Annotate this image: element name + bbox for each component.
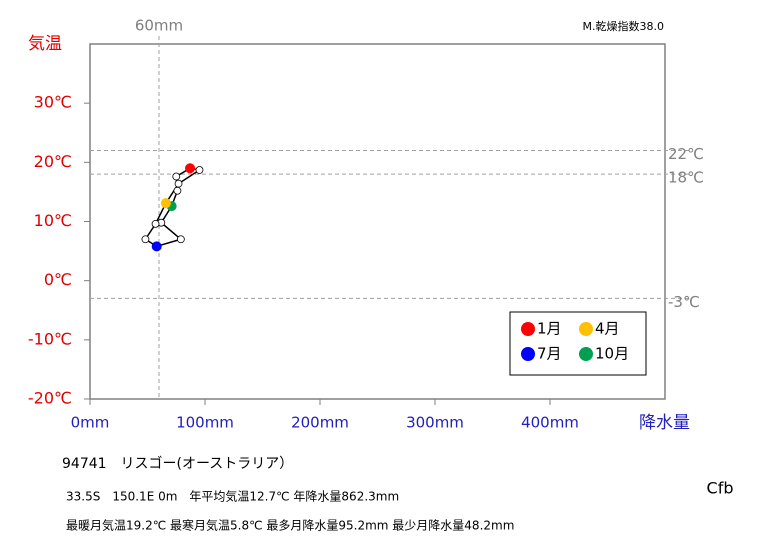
info-line: 33.5S 150.1E 0m 年平均気温12.7℃ 年降水量862.3mm (66, 489, 399, 504)
legend-swatch (579, 322, 593, 336)
reference-label: 18℃ (668, 169, 704, 187)
legend-swatch (579, 347, 593, 361)
legend-label: 7月 (537, 345, 562, 363)
month-point (151, 219, 160, 228)
month-point (176, 235, 185, 244)
legend-swatch (521, 347, 535, 361)
legend-label: 4月 (595, 320, 620, 338)
y-tick-label: -20℃ (28, 389, 72, 408)
reference-label: 60mm (135, 17, 183, 35)
climate-class: Cfb (707, 479, 734, 498)
month-point (185, 163, 196, 174)
aridity-index: M.乾燥指数38.0 (583, 19, 664, 33)
x-axis-title: 降水量 (639, 413, 690, 433)
info-line: 最暖月気温19.2℃ 最寒月気温5.8℃ 最多月降水量95.2mm 最少月降水量… (66, 518, 514, 533)
x-tick-label: 200mm (291, 414, 349, 432)
station-title: 94741 リスゴー(オーストラリア） (62, 455, 293, 472)
x-tick-label: 0mm (71, 414, 110, 432)
x-tick-label: 400mm (521, 414, 579, 432)
y-tick-label: 10℃ (34, 211, 72, 230)
y-tick-label: 20℃ (34, 152, 72, 171)
legend-label: 10月 (595, 345, 629, 363)
x-tick-label: 100mm (176, 414, 234, 432)
month-point (173, 186, 182, 195)
legend-swatch (521, 322, 535, 336)
y-tick-label: 0℃ (44, 270, 72, 289)
y-tick-label: 30℃ (34, 93, 72, 112)
month-point (172, 172, 181, 181)
y-axis-title: 気温 (28, 34, 62, 54)
legend-box (509, 311, 647, 376)
y-tick-label: -10℃ (28, 329, 72, 348)
month-point (174, 179, 183, 188)
reference-label: -3℃ (668, 293, 700, 311)
reference-label: 22℃ (668, 145, 704, 163)
month-point (141, 235, 150, 244)
legend-label: 1月 (537, 320, 562, 338)
month-point (160, 198, 171, 209)
x-tick-label: 300mm (406, 414, 464, 432)
month-point (151, 241, 162, 252)
month-point (195, 166, 204, 174)
